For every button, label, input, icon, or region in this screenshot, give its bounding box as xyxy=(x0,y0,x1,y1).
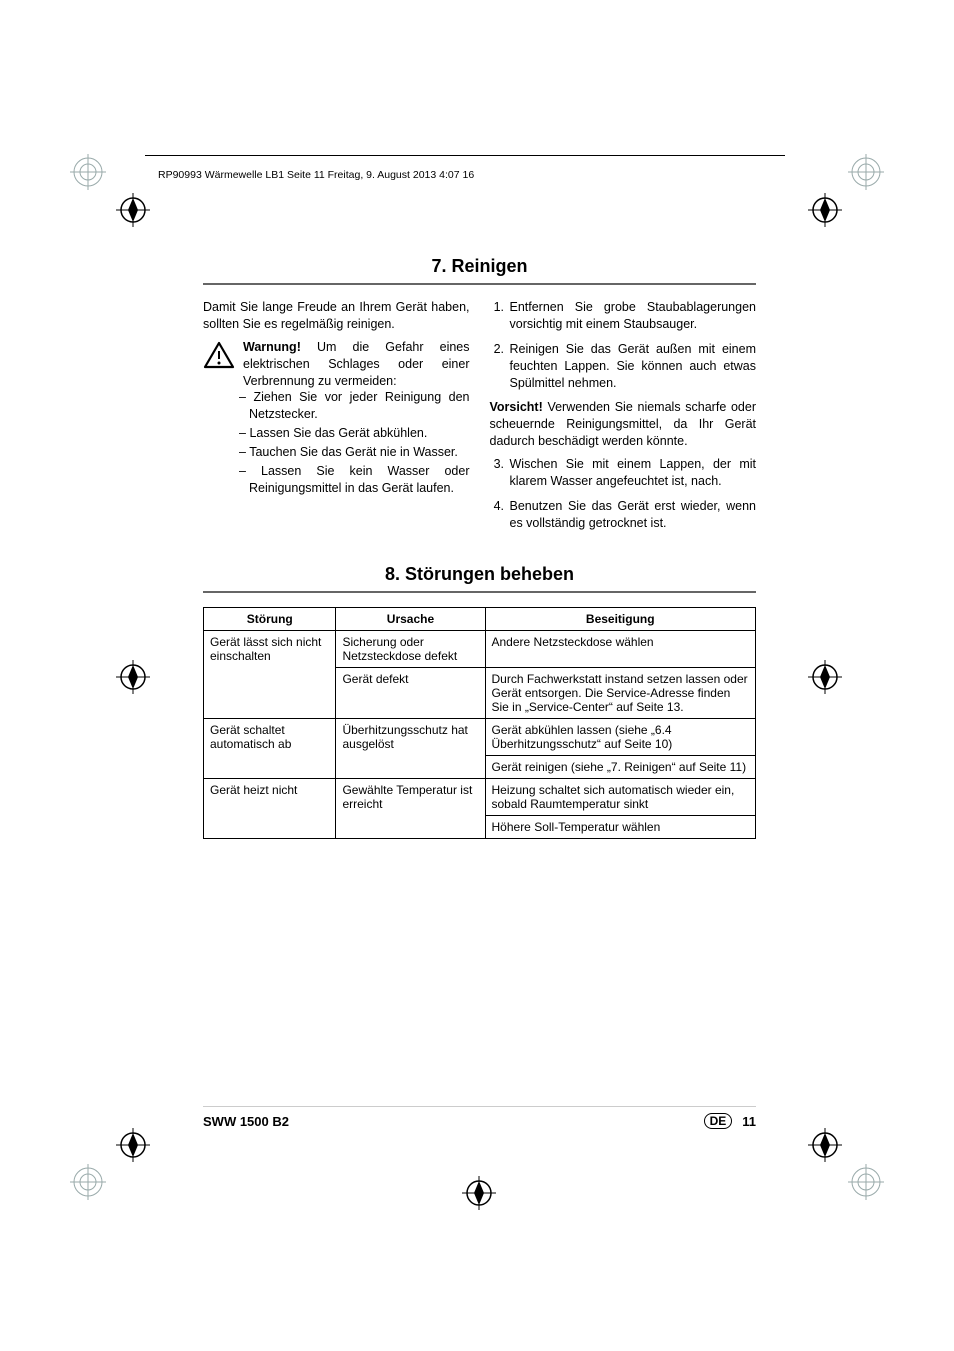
crop-mark-icon xyxy=(808,193,842,227)
table-cell: Durch Fachwerkstatt instand setzen lasse… xyxy=(485,667,756,718)
table-cell: Gerät defekt xyxy=(336,667,485,718)
page-number: 11 xyxy=(742,1114,756,1129)
step-item: Entfernen Sie grobe Staubablagerungen vo… xyxy=(508,299,757,333)
section-rule xyxy=(203,283,756,285)
table-cell: Gerät schaltet automatisch ab xyxy=(204,718,336,778)
table-body: Gerät lässt sich nicht einschalten Siche… xyxy=(204,630,756,838)
table-cell: Andere Netzsteckdose wählen xyxy=(485,630,756,667)
step-item: Wischen Sie mit einem Lappen, der mit kl… xyxy=(508,456,757,490)
table-header: Störung xyxy=(204,607,336,630)
header-rule xyxy=(145,155,785,156)
warning-icon xyxy=(203,341,235,369)
step-item: Reinigen Sie das Gerät außen mit einem f… xyxy=(508,341,757,392)
intro-text: Damit Sie lange Freude an Ihrem Gerät ha… xyxy=(203,299,470,333)
table-cell: Sicherung oder Netzsteckdose defekt xyxy=(336,630,485,667)
caution-text: Vorsicht! Verwenden Sie niemals scharfe … xyxy=(490,399,757,450)
warning-item: Lassen Sie kein Wasser oder Reinigungsmi… xyxy=(249,463,470,497)
page-footer: SWW 1500 B2 DE 11 xyxy=(203,1106,756,1129)
table-cell: Gewählte Temperatur ist erreicht xyxy=(336,778,485,838)
registration-mark-icon xyxy=(848,1164,884,1200)
table-header: Ursache xyxy=(336,607,485,630)
print-header: RP90993 Wärmewelle LB1 Seite 11 Freitag,… xyxy=(158,169,474,181)
table-row: Gerät schaltet automatisch ab Überhitzun… xyxy=(204,718,756,755)
step-item: Benutzen Sie das Gerät erst wieder, wenn… xyxy=(508,498,757,532)
table-cell: Gerät abkühlen lassen (siehe „6.4 Überhi… xyxy=(485,718,756,755)
troubleshoot-table: Störung Ursache Beseitigung Gerät lässt … xyxy=(203,607,756,839)
table-row: Gerät heizt nicht Gewählte Temperatur is… xyxy=(204,778,756,815)
warning-label: Warnung! xyxy=(243,340,301,354)
warning-item: Lassen Sie das Gerät abkühlen. xyxy=(249,425,470,442)
warning-item: Ziehen Sie vor jeder Reinigung den Netzs… xyxy=(249,389,470,423)
caution-label: Vorsicht! xyxy=(490,400,543,414)
section-8-title: 8. Störungen beheben xyxy=(203,564,756,585)
warning-item: Tauchen Sie das Gerät nie in Wasser. xyxy=(249,444,470,461)
table-cell: Gerät heizt nicht xyxy=(204,778,336,838)
table-cell: Gerät lässt sich nicht einschalten xyxy=(204,630,336,718)
warning-text: Warnung! Um die Gefahr eines elektrische… xyxy=(243,339,470,390)
table-cell: Heizung schaltet sich automatisch wieder… xyxy=(485,778,756,815)
table-cell: Gerät reinigen (siehe „7. Reinigen“ auf … xyxy=(485,755,756,778)
right-column: Entfernen Sie grobe Staubablagerungen vo… xyxy=(490,299,757,540)
table-cell: Überhitzungsschutz hat ausgelöst xyxy=(336,718,485,778)
table-header: Beseitigung xyxy=(485,607,756,630)
crop-mark-icon xyxy=(808,660,842,694)
warning-list: Ziehen Sie vor jeder Reinigung den Netzs… xyxy=(203,389,470,496)
registration-mark-icon xyxy=(848,154,884,190)
steps-12: Entfernen Sie grobe Staubablagerungen vo… xyxy=(490,299,757,391)
table-row: Gerät lässt sich nicht einschalten Siche… xyxy=(204,630,756,667)
steps-34: Wischen Sie mit einem Lappen, der mit kl… xyxy=(490,456,757,532)
crop-mark-icon xyxy=(462,1176,496,1210)
section-7-title: 7. Reinigen xyxy=(203,256,756,277)
left-column: Damit Sie lange Freude an Ihrem Gerät ha… xyxy=(203,299,470,540)
registration-mark-icon xyxy=(70,1164,106,1200)
model-number: SWW 1500 B2 xyxy=(203,1114,289,1129)
registration-mark-icon xyxy=(70,154,106,190)
crop-mark-icon xyxy=(116,660,150,694)
table-cell: Höhere Soll-Temperatur wählen xyxy=(485,815,756,838)
language-badge: DE xyxy=(704,1113,733,1129)
section-rule xyxy=(203,591,756,593)
crop-mark-icon xyxy=(116,193,150,227)
crop-mark-icon xyxy=(116,1128,150,1162)
crop-mark-icon xyxy=(808,1128,842,1162)
